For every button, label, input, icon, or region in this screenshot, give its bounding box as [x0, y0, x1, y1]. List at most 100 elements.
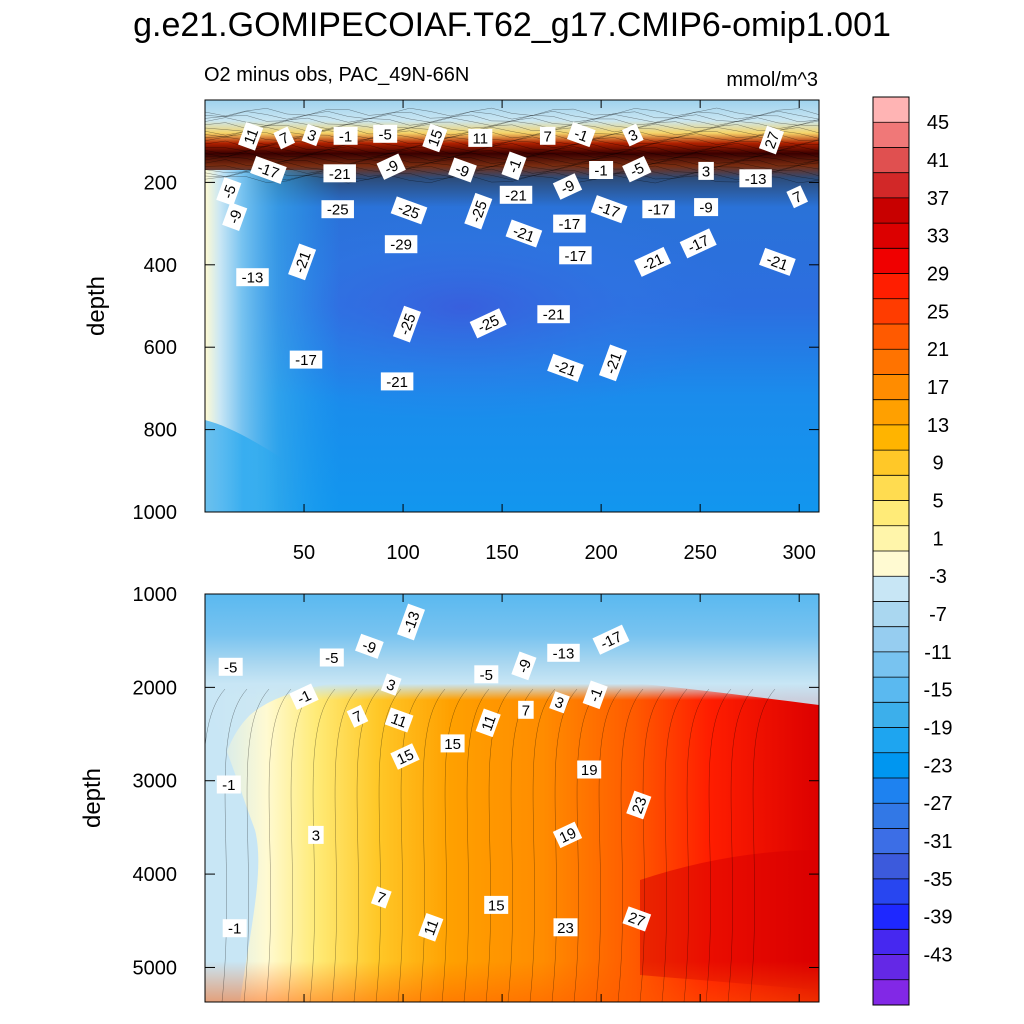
contour-label-text: -9 — [558, 177, 577, 198]
contour-label: 7 — [539, 126, 556, 145]
x-tick-label: 200 — [584, 542, 617, 564]
contour-label-box — [694, 198, 719, 217]
contour-label-text: 27 — [626, 909, 647, 931]
contour-label-text: -17 — [596, 198, 622, 221]
contour-label-box — [380, 673, 402, 696]
contour-label: -1 — [589, 161, 614, 180]
contour-label: -13 — [547, 643, 580, 662]
contour-line — [265, 688, 292, 1002]
contour-label: -29 — [384, 235, 418, 254]
contour-label: -21 — [598, 344, 628, 382]
contour-label-text: 15 — [394, 746, 416, 768]
contour-label: -17 — [590, 195, 628, 224]
colorbar-label: 29 — [927, 264, 949, 286]
units-label: mmol/m^3 — [726, 69, 818, 91]
contour-label-box — [236, 268, 269, 287]
contour-label: -9 — [552, 173, 583, 200]
colorbar-swatch — [873, 500, 909, 527]
lower-plot-frame — [204, 593, 820, 1003]
contour-label: -17 — [559, 246, 592, 265]
colorbar-frame — [872, 96, 910, 1006]
contour-label-box — [566, 122, 596, 148]
contour-label-box — [346, 704, 369, 728]
contour-label-box — [511, 651, 537, 681]
contour-label: -9 — [448, 157, 477, 183]
contour-label: -17 — [250, 155, 287, 185]
contour-label: -21 — [499, 185, 533, 204]
contour-line — [205, 688, 226, 750]
colorbar-swatch — [873, 525, 909, 552]
colorbar-label: 41 — [927, 150, 949, 172]
colorbar-swatch — [873, 677, 909, 703]
lower-field-bottom-shading — [205, 594, 819, 1002]
contour-label-box — [289, 683, 319, 710]
colorbar-swatch — [873, 399, 909, 426]
contour-label-text: 11 — [478, 713, 499, 733]
colorbar-label: -3 — [929, 566, 947, 588]
colorbar-swatch — [873, 197, 909, 224]
colorbar-label: -7 — [929, 604, 947, 626]
contour-label-box — [475, 708, 501, 738]
y-tick-label: 600 — [144, 337, 177, 359]
contour-line — [205, 146, 819, 155]
contour-label: -5 — [216, 177, 242, 206]
y-tick-label: 1000 — [133, 502, 178, 524]
contour-line — [243, 688, 270, 1002]
contour-label: 27 — [622, 906, 652, 932]
contour-line — [309, 688, 336, 1002]
contour-label-text: -25 — [327, 202, 349, 219]
colorbar-swatch — [873, 702, 909, 729]
contour-label-box — [333, 126, 358, 145]
contour-line — [221, 688, 248, 1002]
contour-label-box — [469, 308, 507, 339]
contour-label: 3 — [308, 825, 324, 844]
contour-label: -25 — [390, 196, 428, 225]
contour-label: -1 — [333, 126, 358, 145]
colorbar-swatch — [873, 147, 909, 174]
colorbar-label: 33 — [927, 226, 949, 248]
contour-line — [205, 120, 819, 130]
contour-label-box — [390, 743, 420, 770]
colorbar-label: 37 — [927, 188, 949, 210]
contour-label-box — [301, 123, 323, 147]
contour-label-text: -13 — [400, 609, 423, 635]
contour-line — [205, 174, 819, 184]
contour-label: 15 — [390, 743, 420, 770]
colorbar-swatch — [873, 929, 909, 956]
colorbar-swatch — [873, 803, 909, 829]
contour-label: 3 — [549, 691, 570, 714]
contour-label-text: -13 — [242, 270, 264, 287]
contour-label: -17 — [553, 214, 586, 233]
contour-label: 7 — [346, 704, 369, 728]
contour-label-box — [552, 173, 583, 200]
contour-label-box — [582, 680, 608, 710]
contour-label-text: -25 — [468, 198, 491, 224]
contour-label-box — [758, 125, 785, 155]
contour-label-box — [380, 372, 414, 391]
contour-line — [441, 688, 468, 1002]
colorbar-swatch — [873, 727, 909, 754]
contour-label-box — [739, 169, 772, 188]
contour-label-text: -21 — [505, 187, 527, 204]
contour-label-text: 19 — [557, 825, 579, 847]
contour-label-box — [501, 151, 527, 181]
contour-label-text: 15 — [425, 127, 447, 148]
contour-label-box — [392, 305, 422, 343]
contour-label: -9 — [511, 651, 537, 681]
contour-label-text: -29 — [390, 237, 412, 254]
contour-label-text: 11 — [389, 710, 409, 731]
contour-line — [463, 688, 490, 1002]
contour-label-text: 7 — [522, 702, 530, 719]
contour-label-text: 11 — [421, 917, 442, 937]
y-tick-label: 800 — [144, 420, 177, 442]
colorbar-swatch — [873, 172, 909, 199]
colorbar-swatch — [873, 576, 909, 602]
contour-label-text: 3 — [702, 163, 710, 180]
contour-label-box — [319, 648, 344, 667]
contour-label-box — [218, 657, 243, 676]
contour-label-text: -25 — [396, 311, 419, 337]
colorbar-label: -15 — [924, 680, 953, 702]
